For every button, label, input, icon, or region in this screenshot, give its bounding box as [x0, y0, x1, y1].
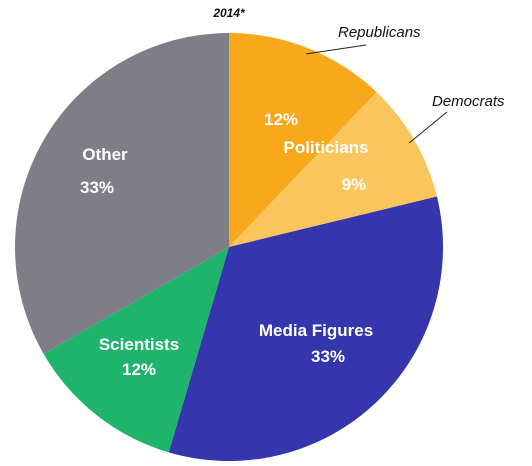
pie-slice-scientists	[43, 247, 229, 453]
callout-label-democrats: Democrats	[432, 93, 505, 110]
callout-line-republicans	[306, 44, 367, 55]
pie-slice-democrats	[229, 92, 437, 248]
slice-value-media-figures: 33%	[311, 347, 345, 366]
pie-slice-media-figures	[168, 196, 443, 461]
slice-label-politicians: Politicians	[283, 138, 368, 157]
slice-label-other: Other	[82, 145, 128, 164]
chart-title: 2014*	[212, 6, 246, 20]
slice-value-other: 33%	[80, 178, 114, 197]
slice-value-republicans: 12%	[264, 110, 298, 129]
pie-slice-other	[14, 33, 229, 354]
pie-slice-republicans	[229, 33, 377, 247]
callout-line-democrats	[408, 111, 448, 144]
callout-lines	[306, 44, 448, 144]
slice-value-democrats: 9%	[342, 175, 367, 194]
slice-label-scientists: Scientists	[99, 335, 179, 354]
callout-label-republicans: Republicans	[338, 24, 421, 41]
slice-label-media-figures: Media Figures	[259, 321, 373, 340]
slice-value-scientists: 12%	[122, 360, 156, 379]
pie-slices	[14, 33, 443, 461]
